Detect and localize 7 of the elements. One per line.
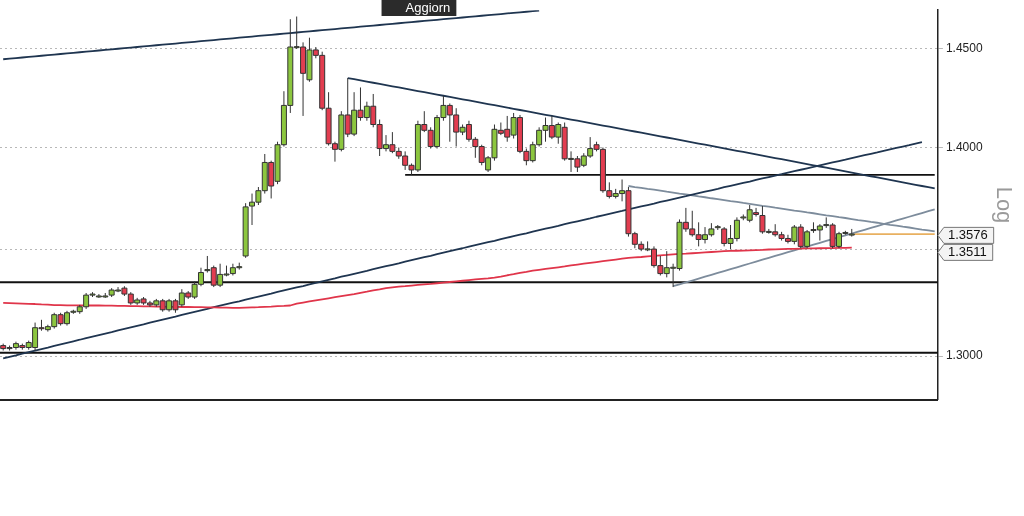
y-tick-label: 1.4500 — [945, 41, 983, 56]
y-tick-label: 1.4000 — [945, 139, 983, 154]
text: 1.3511 — [947, 244, 987, 260]
annotation: Aggiorn — [405, 0, 451, 15]
y-axis-title: Log — [991, 186, 1017, 224]
text: 1.3576 — [947, 227, 988, 243]
y-tick-label: 1.3000 — [945, 348, 983, 363]
